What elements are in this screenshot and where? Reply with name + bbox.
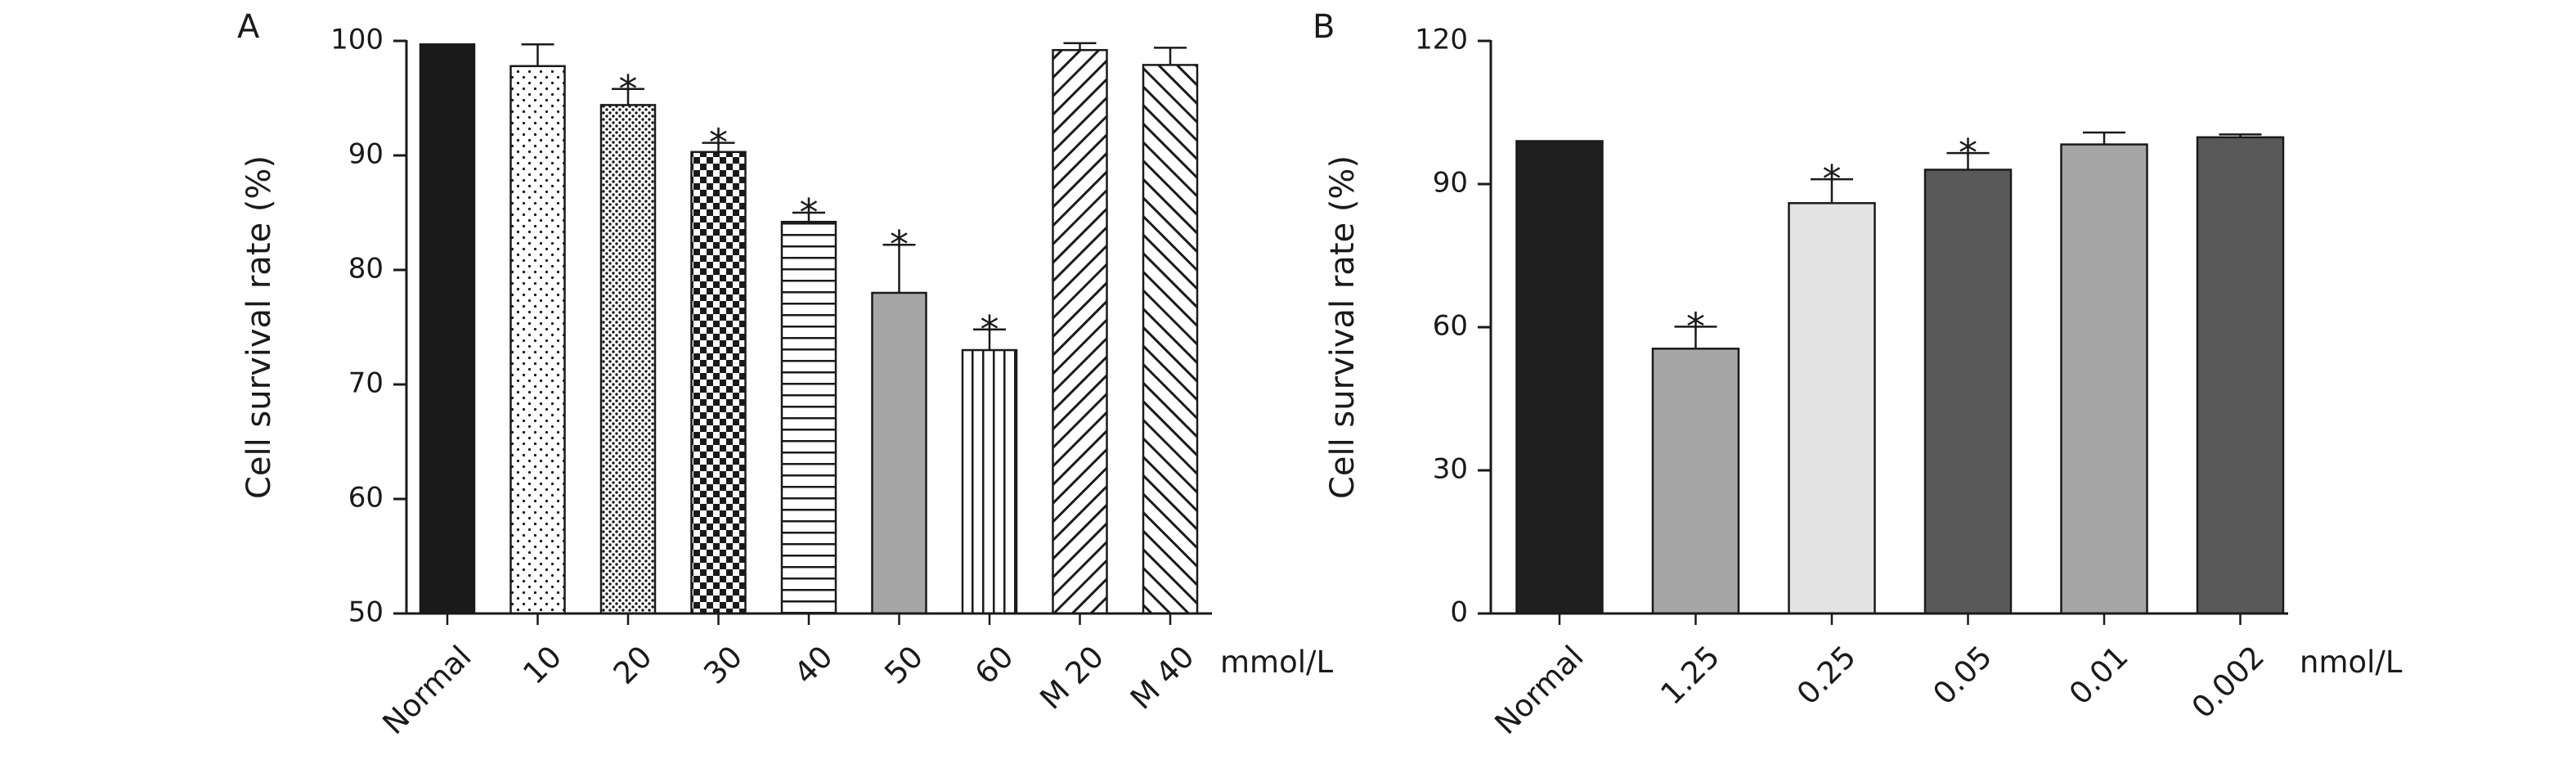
panel-a-bar-9 (1142, 64, 1199, 615)
panel-b: B Cell survival rate (%) *** 0306090120 … (1313, 8, 2403, 741)
panel-a-bars (419, 43, 1199, 615)
panel-a-x-label-1: Normal (376, 639, 478, 741)
panel-a-star-4: * (709, 121, 728, 165)
panel-a-bar-6 (871, 291, 927, 615)
panel-a-star-5: * (800, 191, 819, 235)
panel-a-bar-2 (509, 65, 566, 615)
panel-a-x-label-3: 20 (607, 639, 659, 691)
panel-a-letter: A (237, 8, 260, 46)
panel-b-bar-6 (2196, 136, 2285, 615)
panel-a-y-axis-label: Cell survival rate (%) (240, 155, 278, 499)
panel-b-y-tick-label-1: 0 (1450, 596, 1468, 629)
panel-a-y-tick-label-5: 90 (348, 138, 384, 171)
panel-a-star-3: * (619, 67, 638, 111)
panel-b-bars (1515, 136, 2285, 615)
panel-a-bar-8 (1052, 48, 1108, 615)
panel-b-x-label-3: 0.25 (1790, 639, 1863, 712)
panel-b-y-tick-label-2: 30 (1433, 453, 1468, 486)
panel-b-letter: B (1313, 8, 1335, 46)
panel-a-bar-7 (961, 348, 1018, 615)
panel-b-star-3: * (1823, 157, 1842, 201)
panel-b-x-label-4: 0.05 (1926, 639, 1999, 712)
panel-a: A Cell survival rate (%) * * * * * 50 60 70 80 9… (237, 8, 1333, 741)
panel-b-unit-label: nmol/L (2300, 645, 2403, 680)
panel-a-x-label-2: 10 (516, 639, 568, 691)
panel-b-bar-3 (1788, 202, 1876, 615)
panel-b-bar-4 (1923, 169, 2013, 615)
panel-a-y-tick-label-3: 70 (348, 367, 384, 400)
panel-b-y-axis-label: Cell survival rate (%) (1324, 155, 1362, 499)
panel-a-star-7: * (981, 308, 999, 352)
panel-a-significance-markers: * * * * * (619, 67, 999, 352)
panel-b-star-2: * (1686, 304, 1705, 348)
panel-a-bar-1 (419, 43, 476, 615)
panel-b-significance-markers: * * * (1686, 131, 1977, 348)
panel-b-bar-5 (2060, 143, 2148, 615)
panel-b-y-tick-label-5: 120 (1415, 24, 1468, 56)
panel-a-unit-label: mmol/L (1220, 645, 1333, 680)
panel-a-error-bars (521, 42, 1187, 350)
panel-b-axes (1489, 40, 2288, 625)
panel-a-bar-4 (690, 151, 747, 615)
panel-a-x-label-9: M 40 (1124, 639, 1201, 717)
panel-b-x-labels: Normal 1.25 0.25 0.05 0.01 0.002 (1488, 639, 2272, 741)
panel-b-x-label-5: 0.01 (2062, 639, 2135, 712)
panel-a-x-label-8: M 20 (1034, 639, 1111, 717)
panel-b-x-label-6: 0.002 (2185, 639, 2271, 725)
panel-b-x-label-2: 1.25 (1654, 639, 1726, 712)
panel-a-y-tick-label-4: 80 (348, 253, 384, 285)
panel-a-star-6: * (890, 222, 909, 267)
panel-a-y-tick-label-2: 60 (348, 482, 384, 515)
panel-a-x-label-6: 50 (877, 639, 930, 691)
panel-b-y-tick-label-4: 90 (1433, 167, 1468, 200)
panel-a-bar-5 (780, 220, 837, 615)
panel-b-y-tick-label-3: 60 (1433, 310, 1468, 343)
panel-b-error-bars (1674, 131, 2262, 349)
panel-b-bar-1 (1515, 140, 1604, 615)
panel-a-bar-3 (599, 104, 657, 615)
panel-a-x-label-7: 60 (968, 639, 1021, 691)
panel-a-y-tick-label-6: 100 (330, 24, 384, 56)
panel-a-y-ticks: 50 60 70 80 90 100 (330, 24, 406, 629)
panel-b-x-label-1: Normal (1488, 639, 1591, 741)
panel-b-y-ticks: 0 30 60 90 120 (1415, 24, 1491, 629)
panel-a-x-label-5: 40 (788, 639, 840, 691)
panel-a-axes (405, 40, 1212, 625)
panel-a-y-tick-label-1: 50 (348, 596, 384, 629)
panel-b-star-4: * (1959, 131, 1977, 175)
panel-a-x-label-4: 30 (697, 639, 749, 691)
panel-a-x-labels: Normal 10 20 30 40 50 60 M 20 M 40 (376, 639, 1201, 741)
panel-b-bar-2 (1651, 348, 1740, 615)
